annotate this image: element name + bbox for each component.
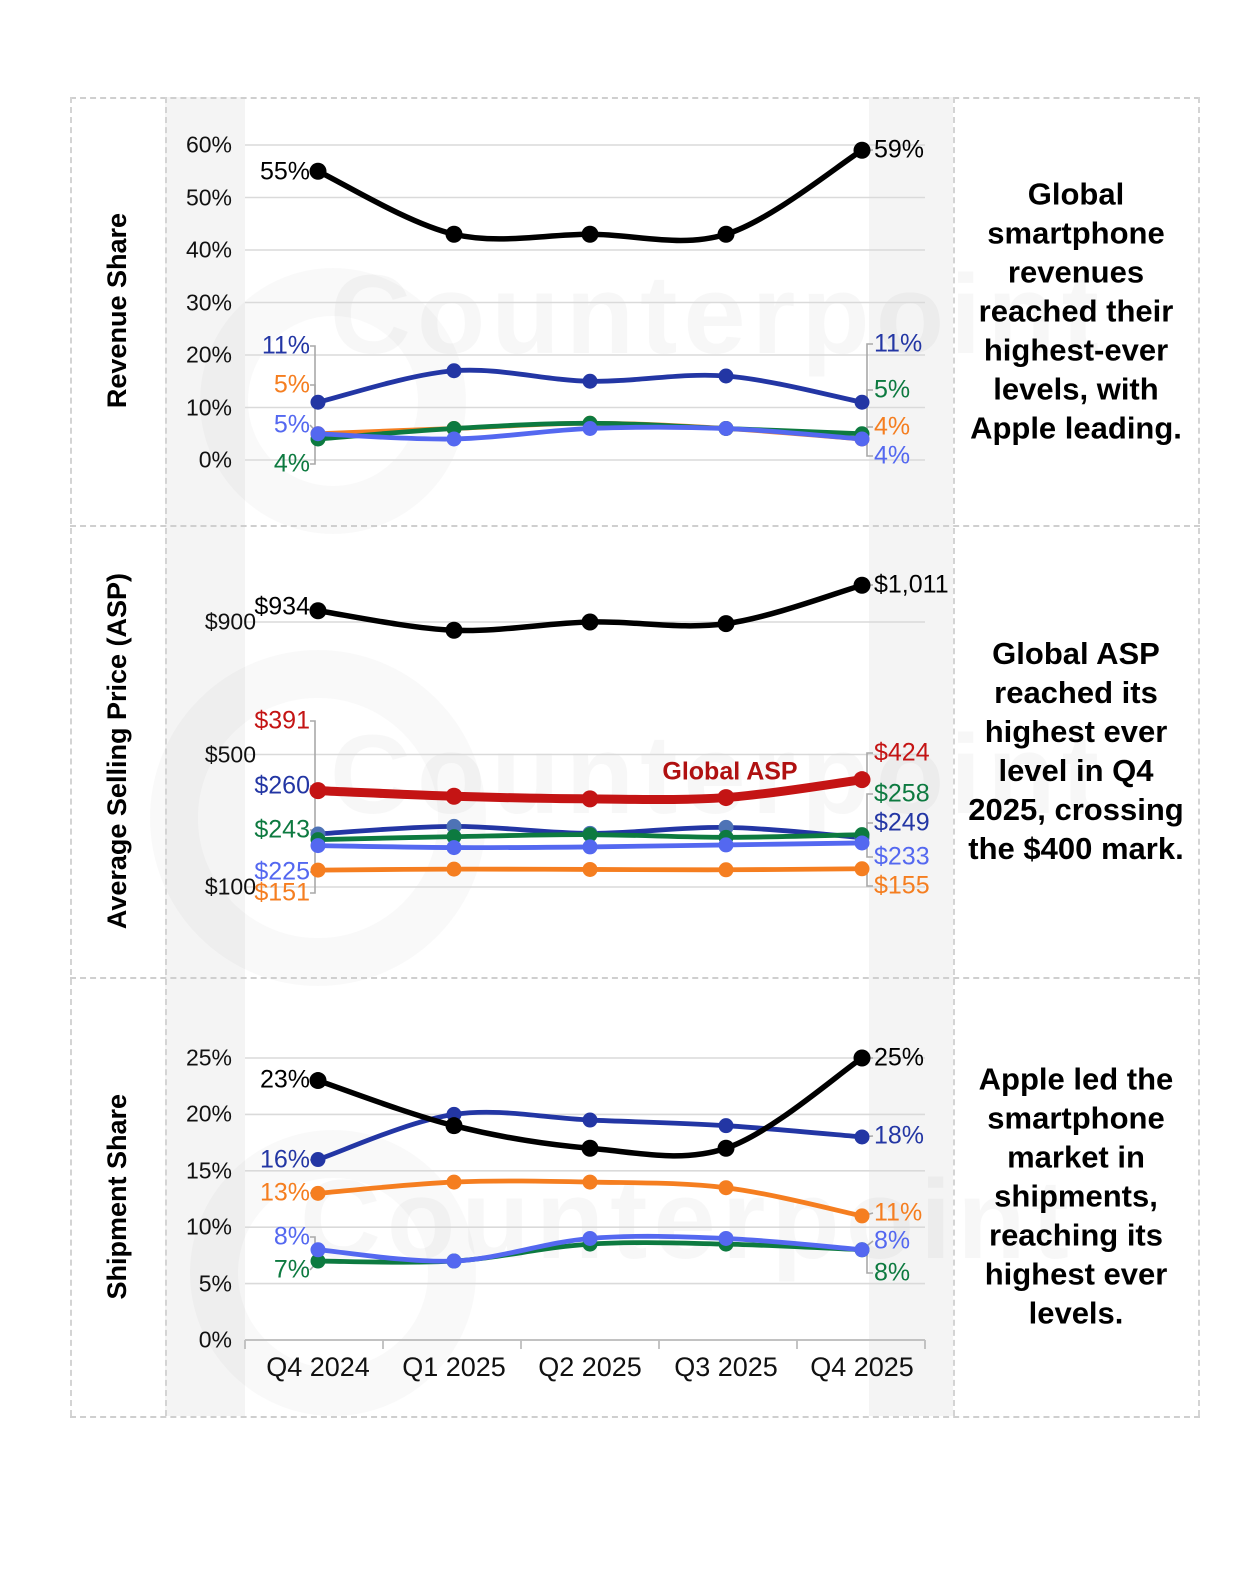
samsung-value-label-left: 11% bbox=[261, 331, 310, 360]
xiaomi-value-label-right: 11% bbox=[874, 1198, 923, 1227]
note-shipment-share: Apple led the smartphone market in shipm… bbox=[978, 1061, 1174, 1331]
xiaomi-value-label-left: 5% bbox=[273, 370, 310, 399]
y-tick-20%: 20% bbox=[185, 1100, 232, 1127]
samsung-value-label-right: 11% bbox=[874, 329, 923, 358]
vivo-value-label-right: 8% bbox=[874, 1226, 911, 1255]
oppo-value-label-left: 4% bbox=[273, 449, 310, 478]
global-asp-value-label-left: $391 bbox=[254, 706, 310, 735]
oppo-value-label-left: 7% bbox=[273, 1255, 310, 1284]
apple-value-label-right: 59% bbox=[874, 135, 925, 164]
y-tick-40%: 40% bbox=[185, 236, 232, 263]
samsung-value-label-left: 16% bbox=[259, 1145, 310, 1174]
text-divider-line bbox=[953, 97, 955, 1416]
samsung-value-label-right: $249 bbox=[874, 808, 930, 837]
samsung-value-label-right: 18% bbox=[874, 1121, 925, 1150]
vivo-value-label-left: 8% bbox=[273, 1222, 310, 1251]
right-label-strip bbox=[869, 97, 953, 1416]
apple-value-label-right: 25% bbox=[874, 1043, 925, 1072]
y-tick-5%: 5% bbox=[198, 1270, 232, 1297]
note-asp: Global ASP reached its highest ever leve… bbox=[968, 635, 1184, 867]
note-revenue-share: Global smartphone revenues reached their… bbox=[970, 176, 1182, 446]
frame-border-top bbox=[70, 97, 1200, 99]
vivo-value-label-left: $225 bbox=[254, 857, 310, 886]
global-asp-series-label: Global ASP bbox=[662, 757, 798, 786]
y-tick-$100: $100 bbox=[204, 873, 256, 900]
asp-plot bbox=[245, 576, 925, 894]
x-axis-label-q4-2024: Q4 2024 bbox=[266, 1352, 370, 1382]
y-axis-title-text: Revenue Share bbox=[102, 213, 132, 409]
y-axis-title-text: Shipment Share bbox=[102, 1093, 132, 1300]
legend: SAMSUNGmioppovivo bbox=[0, 1416, 1240, 1574]
oppo-value-label-right: 8% bbox=[874, 1258, 911, 1287]
y-tick-30%: 30% bbox=[185, 289, 232, 315]
y-tick-20%: 20% bbox=[185, 341, 232, 368]
global-asp-value-label-right: $424 bbox=[874, 738, 930, 767]
revenue-share-plot bbox=[245, 141, 925, 465]
y-tick-60%: 60% bbox=[185, 131, 232, 158]
vivo-value-label-right: 4% bbox=[874, 441, 911, 470]
xiaomi-value-label-right: 4% bbox=[874, 412, 911, 441]
shipment-share-plot bbox=[244, 1049, 926, 1349]
xiaomi-value-label-left: 13% bbox=[259, 1178, 310, 1207]
apple-value-label-left: $934 bbox=[254, 592, 310, 621]
apple-value-label-right: $1,011 bbox=[874, 570, 949, 599]
y-axis-title-asp: Average Selling Price (ASP) bbox=[70, 525, 165, 977]
x-axis-label-q4-2025: Q4 2025 bbox=[810, 1352, 914, 1382]
y-axis-title-shipment-share: Shipment Share bbox=[70, 977, 165, 1416]
x-axis-label-q1-2025: Q1 2025 bbox=[402, 1352, 506, 1382]
x-axis-label-q2-2025: Q2 2025 bbox=[538, 1352, 642, 1382]
xiaomi-value-label-right: $155 bbox=[874, 871, 930, 900]
panel-separator-1 bbox=[70, 525, 1200, 527]
frame-border-right bbox=[1198, 97, 1200, 1416]
x-axis-label-q3-2025: Q3 2025 bbox=[674, 1352, 778, 1382]
oppo-value-label-right: 5% bbox=[874, 375, 911, 404]
y-tick-50%: 50% bbox=[185, 184, 232, 210]
y-tick-25%: 25% bbox=[185, 1044, 232, 1071]
vivo-value-label-right: $233 bbox=[874, 842, 930, 871]
apple-value-label-left: 55% bbox=[259, 157, 310, 186]
vivo-value-label-left: 5% bbox=[273, 410, 310, 439]
oppo-value-label-right: $258 bbox=[874, 779, 930, 808]
y-tick-$500: $500 bbox=[204, 741, 256, 767]
apple-value-label-left: 23% bbox=[259, 1065, 310, 1094]
y-tick-0%: 0% bbox=[198, 1326, 232, 1353]
y-tick-15%: 15% bbox=[185, 1157, 232, 1184]
left-axis-strip bbox=[165, 97, 245, 1416]
y-tick-$900: $900 bbox=[204, 608, 256, 635]
axis-divider-line bbox=[165, 97, 167, 1416]
panel-separator-2 bbox=[70, 977, 1200, 979]
y-tick-10%: 10% bbox=[185, 1213, 232, 1240]
y-axis-title-text: Average Selling Price (ASP) bbox=[102, 572, 132, 930]
oppo-value-label-left: $243 bbox=[254, 815, 310, 844]
samsung-value-label-left: $260 bbox=[254, 771, 310, 800]
y-tick-10%: 10% bbox=[185, 394, 232, 420]
xiaomi-value-label-left: $151 bbox=[254, 878, 310, 907]
frame-border-bottom bbox=[70, 1416, 1200, 1418]
y-axis-title-revenue-share: Revenue Share bbox=[70, 97, 165, 525]
frame-border-left bbox=[70, 97, 72, 1416]
y-tick-0%: 0% bbox=[198, 446, 232, 473]
